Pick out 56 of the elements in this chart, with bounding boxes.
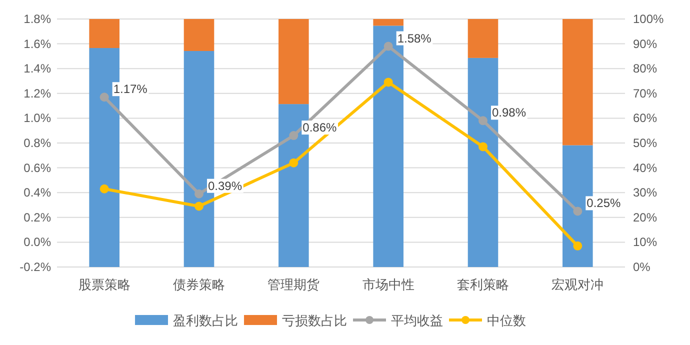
point [100,92,109,102]
x-tick-label: 债券策略 [173,277,225,292]
legend-label: 盈利数占比 [173,313,238,328]
x-tick-label: 股票策略 [78,277,130,292]
legend-label: 中位数 [487,313,526,328]
y-tick-label: -0.2% [20,260,52,274]
y-tick-label: 1.4% [24,62,52,76]
point [478,116,488,126]
y2-tick-label: 60% [633,111,658,126]
data-label: 0.98% [492,106,526,120]
y2-tick-label: 70% [633,86,658,100]
y-tick-label: 1.2% [24,86,52,100]
y-tick-label: 0.0% [24,235,52,250]
point [289,131,298,140]
y2-tick-label: 90% [633,36,658,51]
data-label: 0.39% [208,178,242,193]
y2-tick-label: 50% [633,136,658,150]
x-tick-label: 宏观对冲 [552,277,604,292]
y-tick-label: 0.8% [24,136,52,150]
y-tick-label: 0.6% [24,160,52,175]
point [289,158,298,168]
legend-label: 亏损数占比 [282,313,347,328]
y2-tick-label: 30% [633,186,658,200]
bar [468,19,498,58]
data-label: 0.25% [586,196,622,210]
y2-tick-label: 20% [633,210,658,224]
point [384,78,393,87]
y-tick-label: 0.2% [24,210,52,224]
x-tick-label: 管理期货 [268,277,320,292]
y2-tick-label: 0% [633,260,651,274]
point [573,241,582,250]
y-tick-label: 1.8% [24,12,52,26]
bar [89,19,120,48]
point [100,184,109,194]
data-label: 1.17% [113,82,148,96]
point [573,206,582,216]
y2-tick-label: 40% [633,160,658,175]
point [194,189,204,198]
y2-tick-label: 10% [633,235,658,250]
point [478,142,488,152]
bar [562,19,593,146]
y-tick-label: 1.0% [24,111,52,126]
bar [278,19,309,104]
point [384,42,393,51]
y2-tick-label: 80% [633,62,658,76]
y-tick-label: 1.6% [24,36,52,51]
x-tick-label: 套利策略 [457,277,509,292]
y2-tick-label: 100% [633,12,664,26]
data-label: 0.86% [302,120,338,135]
data-label: 1.58% [397,31,432,46]
x-tick-label: 市场中性 [362,277,414,292]
bar [184,19,214,51]
bar [373,19,404,26]
point [194,202,204,211]
y-tick-label: 0.4% [24,186,52,200]
legend-label: 平均收益 [391,313,443,328]
